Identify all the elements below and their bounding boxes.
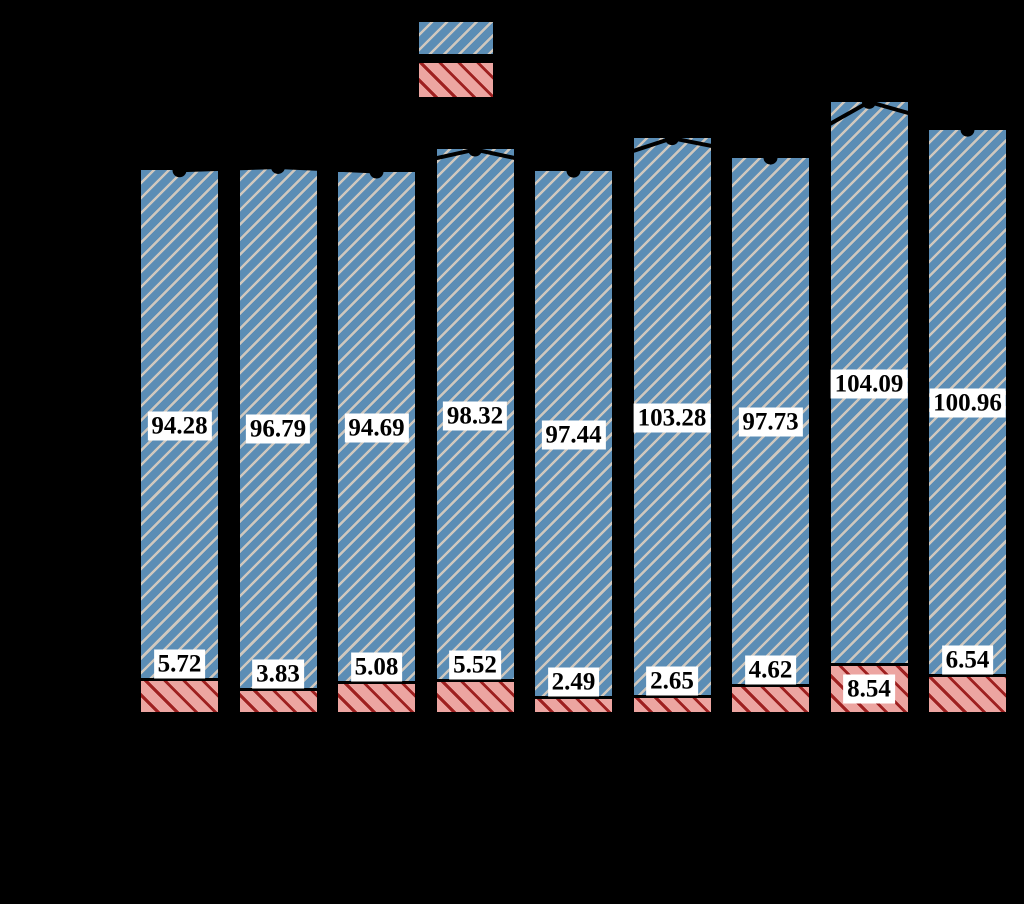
bar-value-label-red: 2.49	[547, 667, 600, 696]
bar-value-label-red: 3.83	[252, 659, 304, 689]
bar-value-label-blue: 96.79	[245, 414, 311, 444]
bar-value-label-blue: 97.44	[541, 420, 606, 450]
bar-value-label-red: 8.54	[843, 674, 895, 704]
totals-marker-icon	[665, 131, 679, 146]
bar-value-label-blue: 104.09	[830, 369, 908, 399]
bar-value-label-blue: 94.28	[147, 411, 212, 441]
bar-segment-red	[239, 691, 317, 712]
bar-value-label-blue: 94.69	[344, 413, 409, 443]
totals-marker-icon	[566, 163, 581, 178]
totals-marker-icon	[960, 122, 975, 137]
totals-marker-icon	[468, 142, 482, 157]
bar-segment-red	[732, 686, 809, 712]
bar-value-label-blue: 97.73	[738, 407, 803, 437]
bar-value-label-blue: 100.96	[929, 388, 1006, 418]
bar-value-label-red: 6.54	[941, 645, 994, 675]
legend-swatch-blue	[419, 22, 493, 54]
bar-segment-red	[535, 698, 612, 712]
bar-segment-red	[141, 681, 218, 712]
bar-value-label-red: 5.08	[350, 652, 403, 682]
totals-marker-icon	[271, 159, 285, 174]
bar-value-label-red: 2.65	[646, 666, 698, 696]
bar-value-label-blue: 103.28	[633, 403, 711, 433]
totals-marker-icon	[369, 164, 384, 179]
bar-value-label-blue: 98.32	[442, 401, 508, 431]
bar-value-label-red: 5.52	[449, 650, 501, 680]
bar-value-label-red: 4.62	[744, 655, 797, 685]
totals-marker-icon	[862, 94, 876, 109]
bar-segment-red	[338, 684, 415, 712]
bar-value-label-red: 5.72	[153, 649, 206, 679]
legend-swatch-red	[419, 63, 493, 97]
bar-segment-red	[436, 682, 514, 712]
bar-segment-red	[929, 676, 1006, 712]
totals-marker-icon	[172, 163, 187, 178]
totals-marker-icon	[763, 150, 778, 165]
bar-segment-red	[633, 697, 711, 712]
